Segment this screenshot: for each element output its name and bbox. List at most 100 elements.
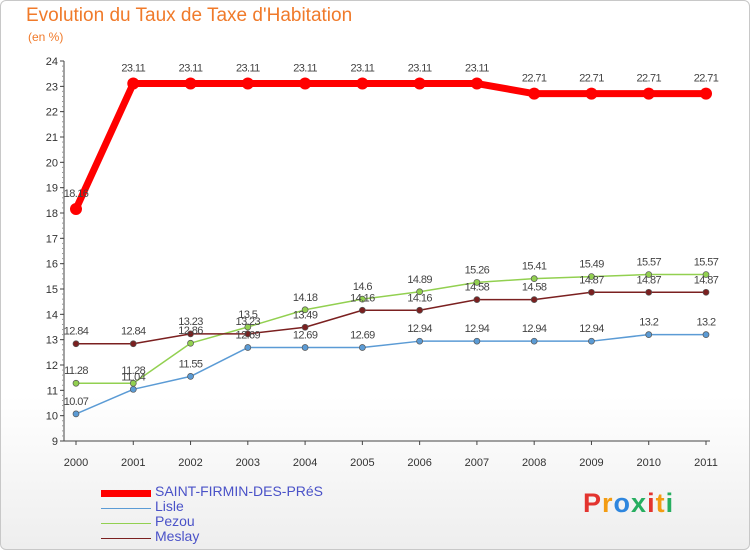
legend-label: SAINT-FIRMIN-DES-PRéS: [155, 483, 324, 499]
data-label: 11.55: [179, 358, 203, 370]
data-point: [129, 385, 137, 393]
data-point: [588, 273, 595, 280]
data-label: 15.57: [636, 257, 661, 269]
logo-letter: i: [665, 488, 675, 518]
series-line: [72, 80, 706, 211]
data-label: 22.71: [636, 73, 661, 85]
data-point: [588, 337, 595, 345]
data-label: 13.23: [236, 316, 261, 328]
chart-subtitle: (en %): [28, 30, 64, 44]
data-point: [184, 77, 197, 90]
data-point: [473, 337, 481, 345]
y-tick-label: 13: [46, 335, 58, 347]
x-tick-label: 2004: [293, 457, 317, 469]
data-point: [530, 337, 538, 345]
data-label: 15.57: [694, 257, 719, 269]
y-tick-label: 17: [46, 233, 58, 245]
data-point: [301, 323, 309, 331]
data-point: [72, 410, 80, 418]
data-label: 15.49: [579, 259, 604, 271]
data-label: 14.87: [579, 274, 604, 286]
logo-letter: r: [602, 488, 614, 518]
y-tick-label: 24: [46, 56, 58, 68]
legend-swatch: [101, 508, 151, 509]
y-tick-label: 22: [46, 107, 58, 119]
logo-letter: P: [583, 488, 603, 518]
data-label: 22.71: [579, 73, 604, 85]
data-point: [702, 331, 710, 338]
data-point: [72, 340, 80, 348]
data-label: 14.16: [407, 292, 432, 304]
series-line: [75, 333, 706, 415]
data-label: 14.89: [407, 274, 432, 286]
data-label: 12.69: [236, 330, 261, 342]
data-label: 12.84: [64, 326, 89, 338]
data-point: [470, 77, 483, 90]
data-point: [244, 323, 252, 331]
chart-title: Evolution du Taux de Taxe d'Habitation: [26, 5, 353, 26]
x-tick-label: 2009: [579, 457, 603, 469]
x-tick-label: 2007: [465, 457, 489, 469]
data-label: 14.58: [465, 282, 490, 294]
logo-letter: i: [647, 488, 656, 518]
data-label: 22.71: [522, 73, 547, 85]
x-tick-label: 2010: [636, 457, 660, 469]
data-label: 12.84: [121, 326, 146, 338]
legend-swatch: [101, 490, 151, 497]
data-point: [702, 271, 710, 278]
data-label: 12.94: [522, 323, 547, 335]
data-label: 23.11: [465, 63, 489, 75]
data-point: [244, 330, 252, 338]
data-point: [70, 202, 82, 215]
data-point: [645, 288, 653, 296]
data-point: [301, 344, 309, 351]
data-point: [530, 275, 538, 282]
data-label: 12.94: [465, 323, 490, 335]
data-point: [359, 306, 366, 314]
data-label: 14.87: [636, 274, 661, 286]
data-label: 15.26: [465, 264, 490, 276]
series-line: [76, 291, 706, 345]
legend-label: Meslay: [155, 528, 200, 544]
data-point: [413, 77, 426, 90]
x-tick-label: 2002: [178, 457, 202, 469]
data-point: [359, 295, 366, 303]
data-label: 11.28: [121, 365, 145, 377]
y-tick-label: 10: [46, 411, 58, 423]
data-point: [416, 288, 423, 296]
data-label: 12.94: [579, 323, 604, 335]
x-tick-label: 2003: [236, 457, 260, 469]
data-label: 14.6: [353, 281, 372, 293]
data-label: 22.71: [694, 73, 719, 85]
data-point: [187, 339, 194, 347]
data-point: [416, 337, 423, 345]
data-label: 12.69: [350, 330, 375, 342]
data-point: [588, 288, 595, 296]
data-label: 11.28: [64, 365, 88, 377]
logo-letter: o: [613, 488, 632, 518]
data-label: 23.11: [351, 63, 375, 75]
y-tick-label: 21: [46, 132, 58, 144]
x-tick-label: 2011: [694, 457, 718, 469]
y-tick-label: 12: [46, 360, 58, 372]
data-point: [129, 340, 137, 348]
data-point: [700, 87, 712, 100]
data-label: 13.2: [696, 317, 715, 329]
data-label: 14.16: [350, 292, 375, 304]
data-point: [645, 331, 653, 338]
data-point: [187, 373, 194, 380]
data-point: [241, 77, 254, 90]
data-point: [528, 87, 541, 100]
x-tick-label: 2006: [407, 457, 431, 469]
data-point: [72, 379, 80, 387]
data-label: 23.11: [121, 63, 145, 75]
data-label: 12.86: [178, 325, 203, 337]
y-tick-label: 23: [46, 81, 58, 93]
data-label: 13.23: [178, 316, 203, 328]
data-label: 23.11: [408, 63, 432, 75]
data-point: [473, 296, 481, 303]
data-label: 12.69: [293, 330, 318, 342]
data-point: [356, 77, 369, 90]
